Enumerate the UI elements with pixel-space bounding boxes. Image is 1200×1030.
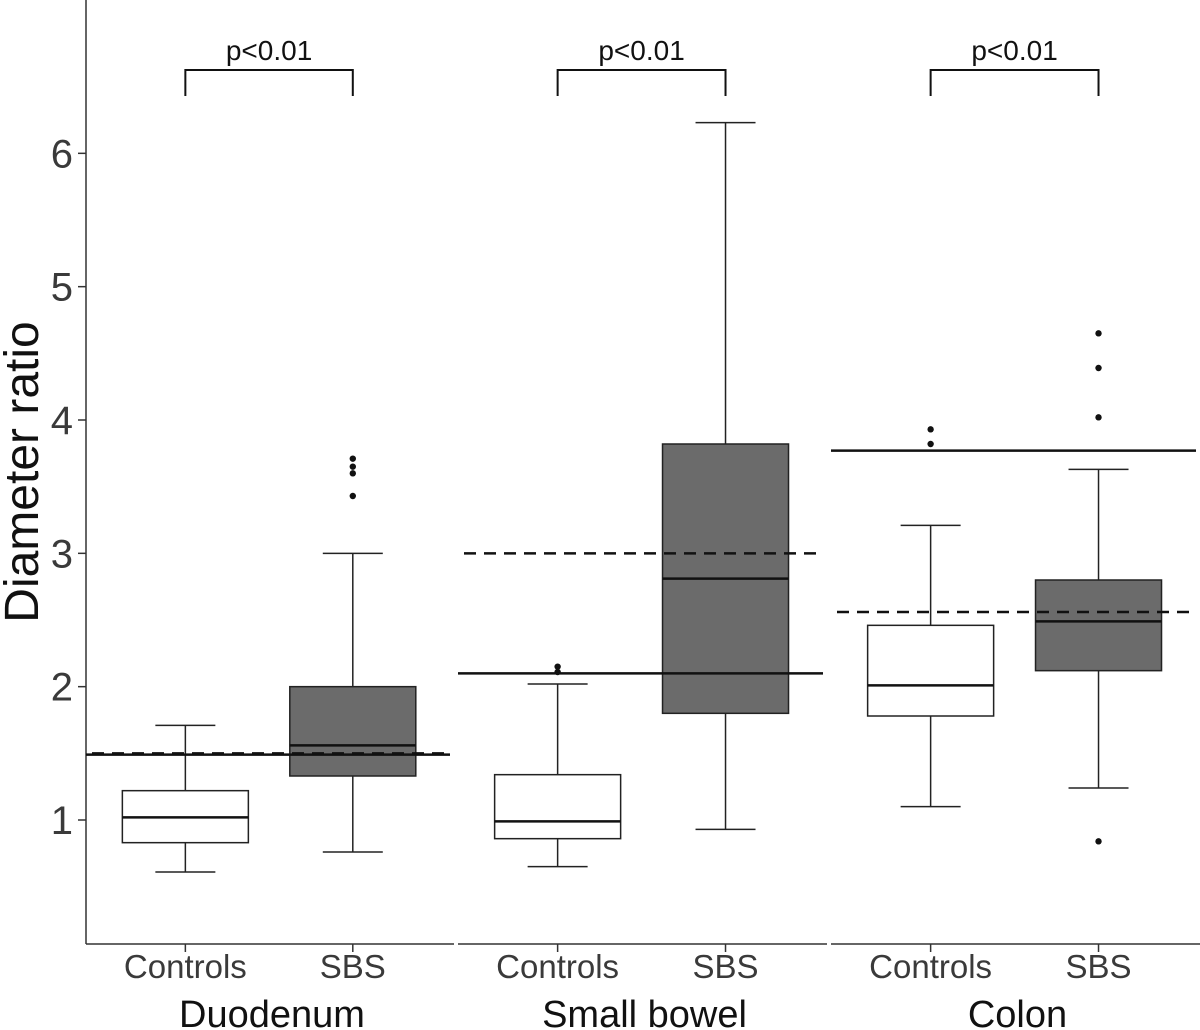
- box-controls: [493, 773, 622, 840]
- outlier-point: [1095, 364, 1102, 372]
- x-tick-label: SBS: [693, 948, 759, 985]
- x-tick-label: Controls: [124, 948, 247, 985]
- significance-bracket: [929, 69, 1100, 96]
- facet-label: Duodenum: [179, 994, 365, 1030]
- x-tick-label: SBS: [1066, 948, 1132, 985]
- p-value-label: p<0.01: [226, 35, 312, 66]
- outlier-point: [1095, 414, 1102, 421]
- significance-bracket: [556, 69, 727, 96]
- y-tick-label: 4: [51, 399, 73, 443]
- box-controls: [866, 624, 995, 717]
- outlier-point: [1095, 330, 1102, 337]
- outlier-point: [349, 470, 356, 477]
- outlier-point: [349, 492, 356, 500]
- y-axis-label: Diameter ratio: [0, 321, 49, 622]
- y-tick-label: 6: [51, 132, 73, 176]
- p-value-label: p<0.01: [971, 35, 1057, 66]
- outlier-point: [349, 455, 356, 462]
- x-tick-label: Controls: [496, 948, 619, 985]
- y-tick-label: 3: [51, 532, 73, 576]
- x-tick-label: Controls: [869, 948, 992, 985]
- plot-area: 1 2 3 4 5 6 Controls SBS Duodenum p<0.01 Controls S…: [51, 0, 1200, 1030]
- box-sbs: [289, 685, 417, 777]
- facet-label: Small bowel: [542, 994, 747, 1030]
- y-tick-label: 5: [51, 266, 73, 310]
- significance-bracket: [184, 69, 354, 96]
- outlier-point: [554, 663, 561, 670]
- box-sbs: [1034, 579, 1163, 672]
- p-value-label: p<0.01: [598, 35, 684, 66]
- y-tick-label: 1: [51, 799, 73, 843]
- outlier-point: [927, 426, 934, 433]
- facet-label: Colon: [968, 994, 1067, 1030]
- outlier-point: [349, 463, 356, 470]
- outlier-point: [1095, 838, 1102, 845]
- y-tick-label: 2: [51, 666, 73, 710]
- outlier-point: [927, 440, 934, 448]
- x-tick-label: SBS: [320, 948, 386, 985]
